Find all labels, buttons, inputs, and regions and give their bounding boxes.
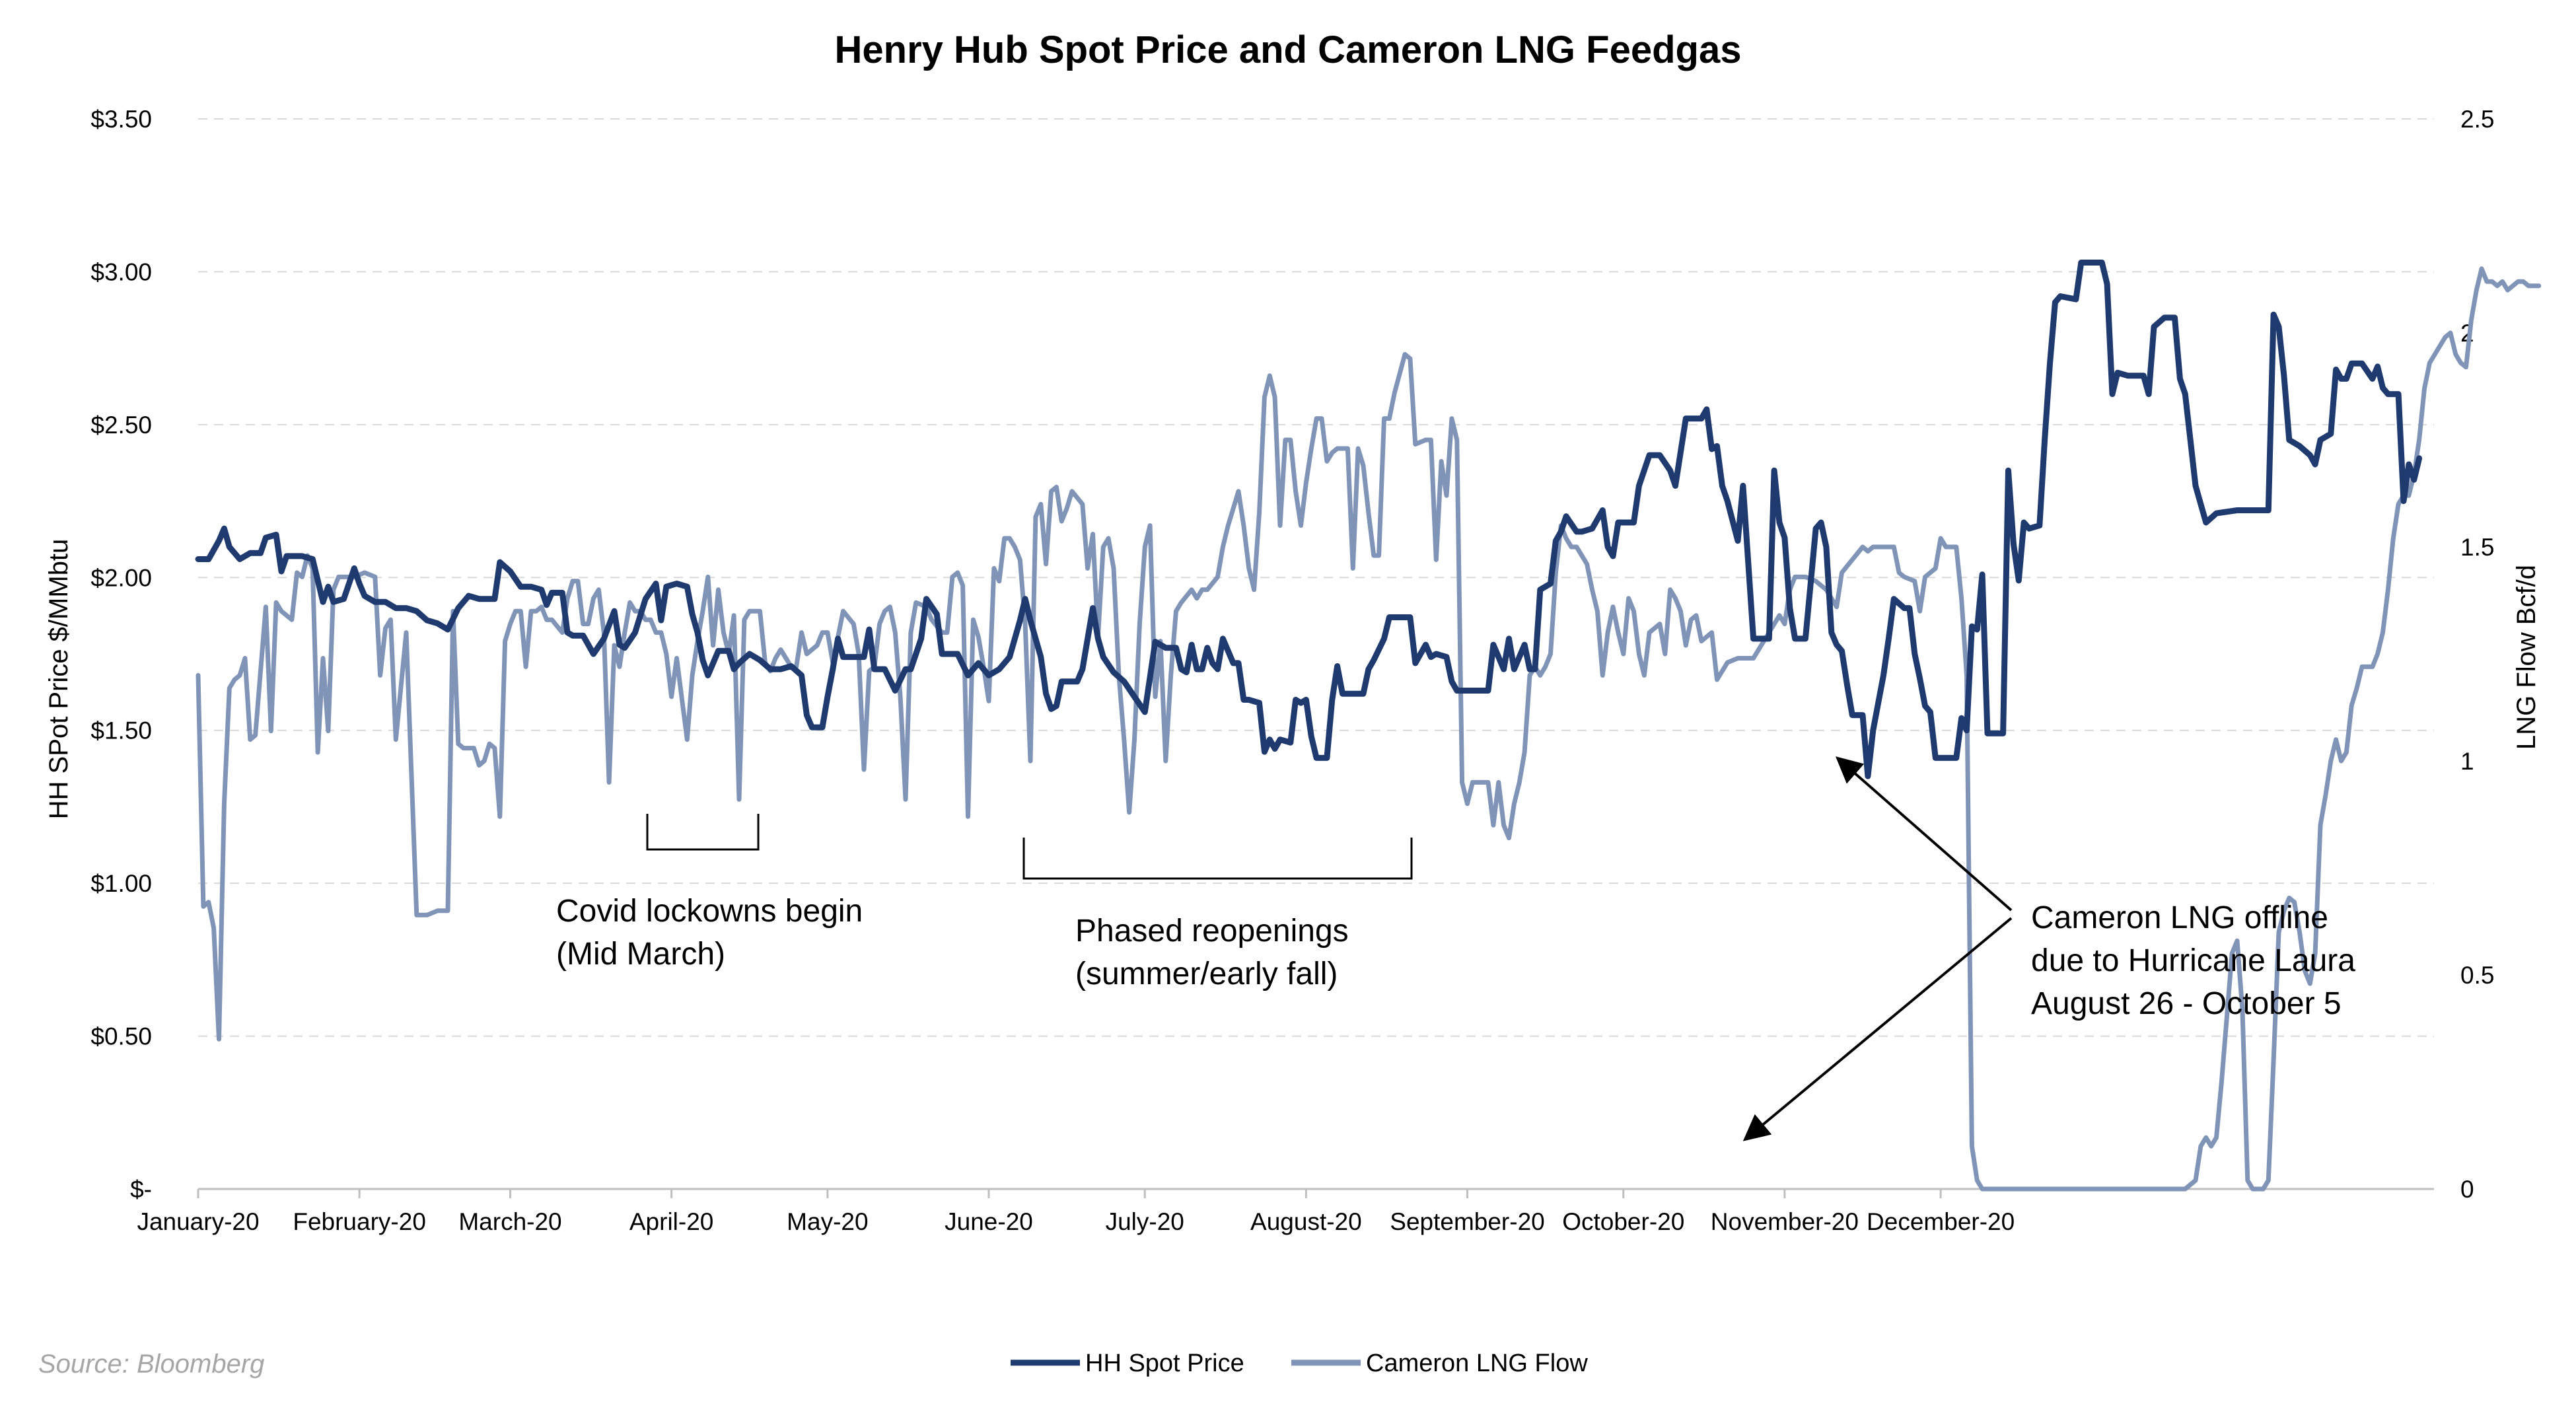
left-axis-title: HH SPot Price $/MMbtu [44, 539, 73, 820]
left-tick-label: $0.50 [90, 1023, 152, 1050]
x-tick-label: August-20 [1250, 1208, 1362, 1235]
left-tick-label: $1.00 [90, 870, 152, 897]
left-tick-label: $1.50 [90, 717, 152, 744]
cameron-lng-flow-line [196, 266, 2542, 1192]
covid-annotation-line1: Covid lockowns begin [556, 894, 863, 929]
laura-arrow-to-flow [1742, 917, 2013, 1141]
x-tick-label: April-20 [629, 1208, 714, 1235]
laura-annotation-line1: Cameron LNG offline [2031, 900, 2328, 935]
laura-arrow-to-price [1835, 756, 2013, 912]
reopenings-annotation-line2: (summer/early fall) [1075, 956, 1338, 991]
x-tick-label: July-20 [1106, 1208, 1184, 1235]
legend-label-lng: Cameron LNG Flow [1366, 1349, 1588, 1377]
left-tick-label: $2.50 [90, 412, 152, 439]
reopenings-annotation-line1: Phased reopenings [1075, 914, 1349, 949]
x-tick-label: September-20 [1390, 1208, 1544, 1235]
left-tick-label: $- [130, 1176, 152, 1203]
left-y-axis: $- $0.50 $1.00 $1.50 $2.00 $2.50 $3.00 $3.50 [90, 106, 152, 1203]
legend-label-hh: HH Spot Price [1085, 1349, 1244, 1377]
right-y-axis: 00.511.522.5 [2460, 106, 2494, 1203]
x-tick-label: March-20 [458, 1208, 561, 1235]
hh-spot-price-line [195, 260, 2423, 779]
laura-annotation-line3: August 26 - October 5 [2031, 986, 2342, 1021]
x-tick-label: December-20 [1867, 1208, 2015, 1235]
x-tick-label: January-20 [137, 1208, 259, 1235]
x-tick-label: June-20 [945, 1208, 1033, 1235]
series-lines [195, 260, 2542, 1192]
x-tick-label: November-20 [1711, 1208, 1859, 1235]
covid-bracket [646, 814, 760, 851]
right-axis-title: LNG Flow Bcf/d [2512, 565, 2541, 750]
right-tick-label: 1.5 [2460, 534, 2494, 561]
reopenings-bracket [1022, 838, 1413, 880]
legend: HH Spot Price Cameron LNG Flow [1011, 1349, 1588, 1377]
chart-title: Henry Hub Spot Price and Cameron LNG Fee… [835, 28, 1742, 71]
right-tick-label: 2.5 [2460, 106, 2494, 133]
right-tick-label: 1 [2460, 748, 2474, 775]
x-tick-label: October-20 [1562, 1208, 1684, 1235]
right-tick-label: 0.5 [2460, 962, 2494, 989]
covid-annotation-line2: (Mid March) [556, 937, 725, 972]
laura-annotation-line2: due to Hurricane Laura [2031, 943, 2355, 978]
source-note: Source: Bloomberg [38, 1349, 264, 1379]
x-tick-label: May-20 [787, 1208, 868, 1235]
left-tick-label: $3.00 [90, 258, 152, 285]
left-tick-label: $2.00 [90, 564, 152, 591]
left-tick-label: $3.50 [90, 106, 152, 133]
gridlines [198, 118, 2434, 1037]
x-tick-label: February-20 [293, 1208, 426, 1235]
right-tick-label: 0 [2460, 1176, 2474, 1203]
x-axis: January-20 February-20 March-20 April-20 May… [137, 1188, 2434, 1235]
